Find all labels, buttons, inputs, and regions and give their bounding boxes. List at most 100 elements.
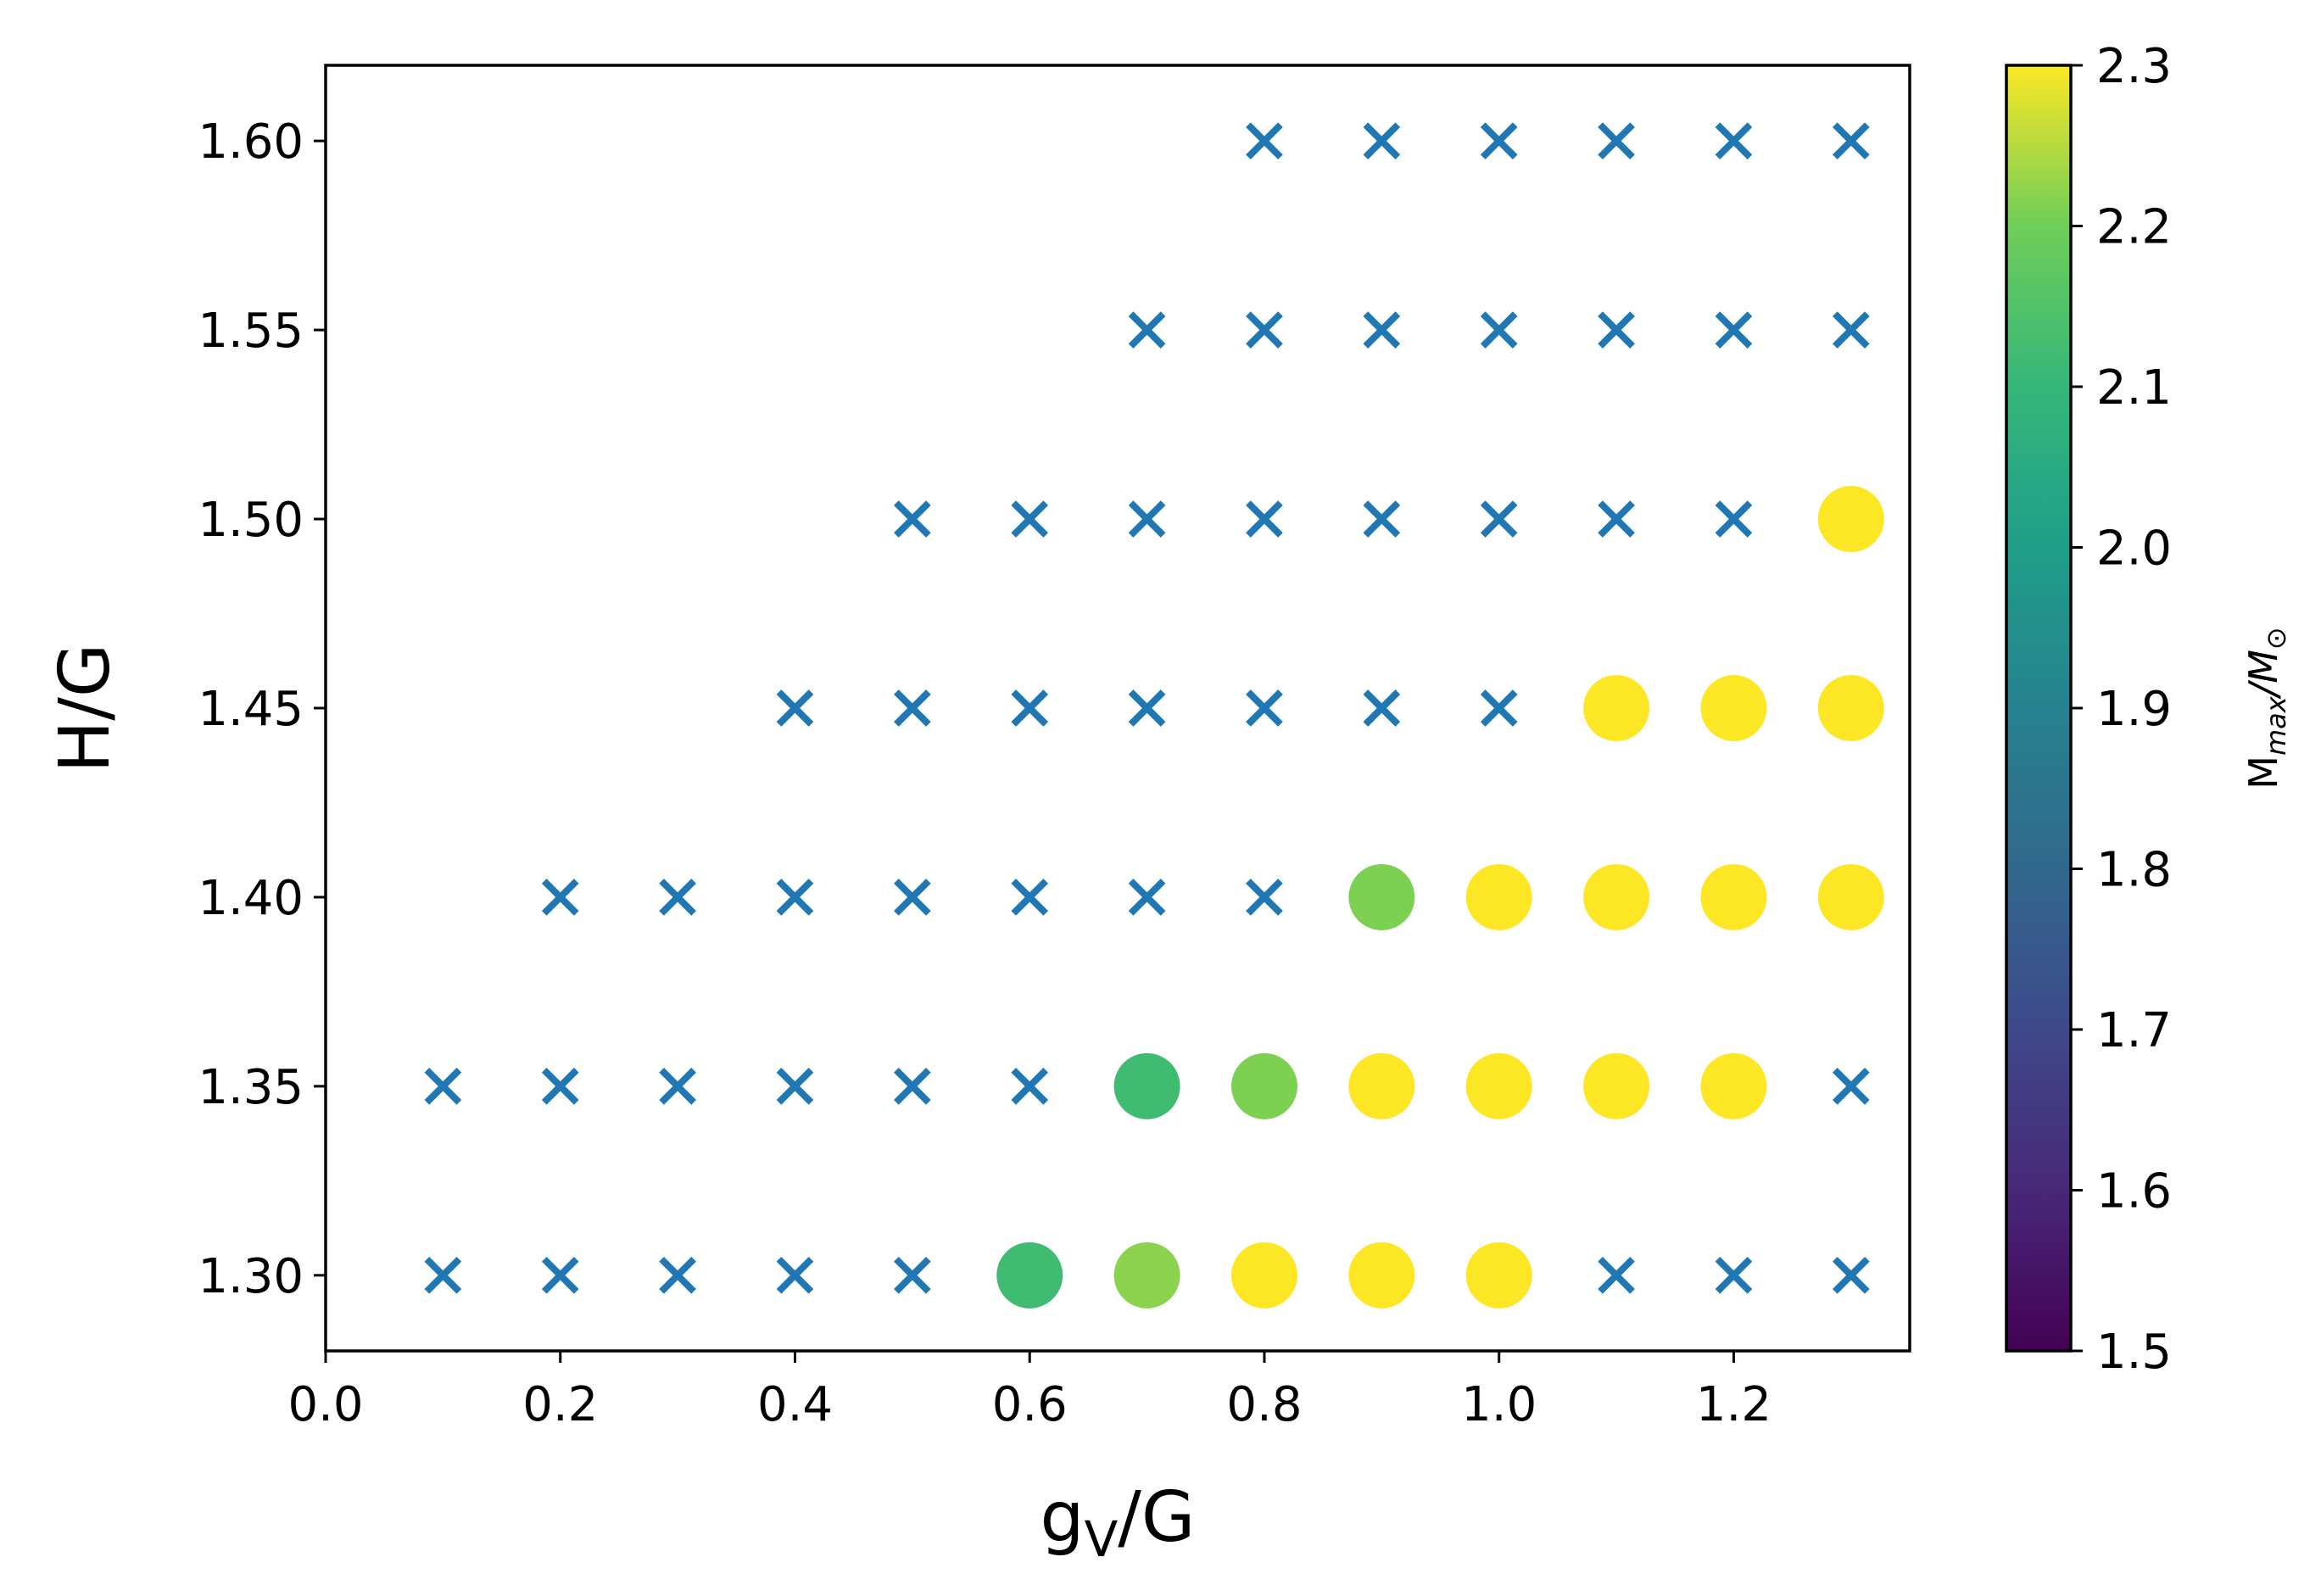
cross-marker [424, 1256, 462, 1294]
cross-marker [1011, 1068, 1049, 1105]
cross-stroke [1480, 311, 1518, 349]
cross-marker [1598, 311, 1635, 349]
cross-marker [1128, 689, 1166, 727]
cross-marker [894, 879, 931, 916]
cross-stroke [424, 1068, 462, 1105]
cross-marker [1128, 311, 1166, 349]
cross-stroke [1246, 689, 1283, 727]
y-tick-label: 1.30 [198, 1249, 304, 1304]
cross-stroke [1011, 689, 1049, 727]
cross-stroke [541, 879, 579, 916]
cross-marker [894, 1068, 931, 1105]
cross-stroke [894, 689, 931, 727]
cross-marker [1246, 122, 1283, 160]
y-tick-label: 1.35 [198, 1060, 304, 1115]
y-tick-label: 1.50 [198, 493, 304, 548]
cross-marker [1246, 500, 1283, 538]
y-tick-label: 1.45 [198, 682, 304, 737]
cross-marker [1246, 689, 1283, 727]
cross-stroke [776, 1068, 814, 1105]
cross-marker [1832, 1256, 1870, 1294]
cross-stroke [1598, 1256, 1635, 1294]
cross-marker [1480, 689, 1518, 727]
cross-stroke [1832, 122, 1870, 160]
cross-marker [541, 879, 579, 916]
cross-marker [1715, 1256, 1753, 1294]
cross-stroke [659, 1256, 696, 1294]
cross-stroke [1128, 500, 1166, 538]
cross-marker [1715, 122, 1753, 160]
plot-area [326, 65, 1910, 1351]
cross-stroke [1715, 1256, 1753, 1294]
cross-stroke [1128, 689, 1166, 727]
cross-stroke [1480, 122, 1518, 160]
circle-marker [1348, 1242, 1415, 1309]
cross-stroke [1011, 879, 1049, 916]
cross-stroke [894, 1068, 931, 1105]
x-tick-label: 0.4 [757, 1377, 833, 1432]
colorbar-tick-label: 1.9 [2096, 682, 2172, 737]
y-axis-title: H/G [45, 644, 126, 773]
circle-marker [1465, 863, 1532, 930]
cross-marker [1363, 500, 1401, 538]
cross-marker [1832, 1068, 1870, 1105]
cross-stroke [1480, 500, 1518, 538]
colorbar-ticks: 1.5 1.6 1.7 1.8 1.9 2.0 2.1 2.2 2.3 [2071, 39, 2172, 1380]
colorbar-tick-label: 2.2 [2096, 200, 2172, 255]
cross-stroke [1363, 500, 1401, 538]
cross-marker [1598, 500, 1635, 538]
cross-stroke [1128, 311, 1166, 349]
cross-marker [1480, 311, 1518, 349]
circle-marker [996, 1242, 1063, 1309]
circle-marker [1583, 1052, 1650, 1119]
cross-stroke [1011, 1068, 1049, 1105]
x-tick-label: 0.8 [1226, 1377, 1302, 1432]
cross-stroke [1715, 122, 1753, 160]
cross-marker [1363, 689, 1401, 727]
circle-marker [1113, 1242, 1180, 1309]
circle-marker [1583, 863, 1650, 930]
circle-marker [1817, 863, 1884, 930]
cross-marker [1832, 311, 1870, 349]
cross-marker [894, 1256, 931, 1294]
cross-stroke [1715, 500, 1753, 538]
cross-marker [1480, 122, 1518, 160]
cross-marker [776, 1256, 814, 1294]
x-tick-label: 0.2 [522, 1377, 598, 1432]
cross-marker [776, 879, 814, 916]
cross-stroke [1598, 500, 1635, 538]
colorbar [2006, 65, 2071, 1351]
cross-stroke [1598, 311, 1635, 349]
y-tick-label: 1.55 [198, 304, 304, 359]
cross-marker [1246, 879, 1283, 916]
cross-stroke [1363, 122, 1401, 160]
cross-marker [1715, 311, 1753, 349]
colorbar-tick-label: 2.1 [2096, 360, 2172, 416]
cross-marker [1128, 879, 1166, 916]
cross-stroke [776, 689, 814, 727]
y-tick-label: 1.40 [198, 871, 304, 926]
cross-stroke [1246, 311, 1283, 349]
x-tick-label: 0.6 [992, 1377, 1068, 1432]
x-tick-label: 0.0 [287, 1377, 363, 1432]
cross-stroke [776, 879, 814, 916]
colorbar-tick-label: 1.5 [2096, 1325, 2172, 1380]
cross-marker [659, 879, 696, 916]
cross-stroke [1598, 122, 1635, 160]
circle-marker [1230, 1052, 1297, 1119]
colorbar-tick-label: 1.7 [2096, 1003, 2172, 1058]
cross-marker [541, 1256, 579, 1294]
cross-marker [659, 1256, 696, 1294]
cross-stroke [776, 1256, 814, 1294]
cross-stroke [1363, 311, 1401, 349]
cross-stroke [1832, 311, 1870, 349]
cross-stroke [541, 1068, 579, 1105]
cross-stroke [541, 1256, 579, 1294]
colorbar-tick-label: 2.3 [2096, 39, 2172, 94]
cross-stroke [1832, 1068, 1870, 1105]
circle-marker [1113, 1052, 1180, 1119]
cross-marker [894, 689, 931, 727]
circle-marker [1230, 1242, 1297, 1309]
circle-marker [1348, 863, 1415, 930]
